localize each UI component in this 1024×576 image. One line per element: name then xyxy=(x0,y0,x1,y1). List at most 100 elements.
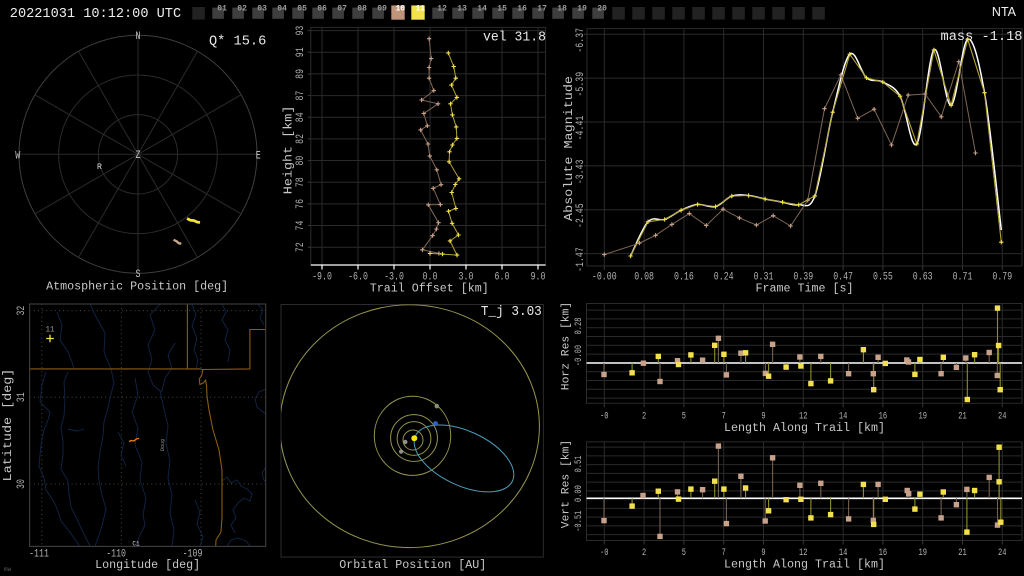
svg-text:01: 01 xyxy=(217,4,227,13)
svg-text:0.31: 0.31 xyxy=(754,271,774,283)
svg-text:Vert Res [km]: Vert Res [km] xyxy=(561,440,573,528)
svg-text:-111: -111 xyxy=(29,548,49,560)
svg-text:S: S xyxy=(136,269,141,281)
svg-text:5: 5 xyxy=(682,412,686,423)
svg-text:-0.51: -0.51 xyxy=(574,511,585,532)
svg-text:-0.00: -0.00 xyxy=(592,271,617,283)
svg-text:0.24: 0.24 xyxy=(714,271,734,283)
svg-text:11: 11 xyxy=(415,4,425,13)
svg-text:10: 10 xyxy=(395,4,405,13)
svg-text:07: 07 xyxy=(337,4,347,13)
svg-text:82: 82 xyxy=(295,134,307,144)
svg-text:-109: -109 xyxy=(183,548,203,560)
svg-text:14: 14 xyxy=(839,548,848,559)
svg-text:11: 11 xyxy=(46,325,55,335)
svg-text:74: 74 xyxy=(295,221,307,231)
svg-text:31: 31 xyxy=(16,392,28,402)
svg-text:Longitude [deg]: Longitude [deg] xyxy=(95,559,200,572)
svg-text:Height [km]: Height [km] xyxy=(283,106,296,195)
svg-text:-9.0: -9.0 xyxy=(312,271,332,283)
svg-text:Orbital Position [AU]: Orbital Position [AU] xyxy=(339,559,486,572)
svg-text:-0: -0 xyxy=(600,548,609,559)
svg-text:78: 78 xyxy=(295,177,307,187)
svg-text:19: 19 xyxy=(918,548,927,559)
svg-text:-1.47: -1.47 xyxy=(575,247,587,272)
svg-text:21: 21 xyxy=(958,548,967,559)
svg-text:3.0: 3.0 xyxy=(459,271,474,283)
svg-text:14: 14 xyxy=(477,4,487,13)
svg-text:C1: C1 xyxy=(132,541,140,548)
svg-text:-0.00: -0.00 xyxy=(574,345,585,366)
svg-text:N: N xyxy=(136,31,141,43)
svg-text:mw: mw xyxy=(4,566,12,573)
svg-text:0.47: 0.47 xyxy=(833,271,853,283)
svg-text:Q* 15.6: Q* 15.6 xyxy=(209,34,266,49)
svg-text:24: 24 xyxy=(998,412,1007,423)
svg-text:R: R xyxy=(97,162,102,172)
svg-text:20221031 10:12:00 UTC: 20221031 10:12:00 UTC xyxy=(10,7,181,22)
svg-text:15: 15 xyxy=(497,4,507,13)
svg-text:06: 06 xyxy=(317,4,327,13)
svg-text:19: 19 xyxy=(918,412,927,423)
svg-text:E: E xyxy=(256,150,261,162)
svg-text:0.39: 0.39 xyxy=(793,271,813,283)
svg-text:93: 93 xyxy=(295,26,307,36)
svg-text:0.00: 0.00 xyxy=(574,485,585,502)
svg-text:W: W xyxy=(15,150,20,162)
svg-text:20: 20 xyxy=(597,4,607,13)
svg-text:91: 91 xyxy=(295,47,307,57)
svg-text:80: 80 xyxy=(295,156,307,166)
svg-text:17: 17 xyxy=(537,4,547,13)
svg-text:16: 16 xyxy=(879,548,888,559)
svg-text:mass -1.18: mass -1.18 xyxy=(941,30,1023,45)
svg-text:9.0: 9.0 xyxy=(531,271,546,283)
svg-text:0.08: 0.08 xyxy=(634,271,654,283)
svg-text:12: 12 xyxy=(437,4,447,13)
svg-text:32: 32 xyxy=(16,306,28,316)
svg-text:0.16: 0.16 xyxy=(674,271,694,283)
svg-text:5: 5 xyxy=(682,548,686,559)
svg-text:16: 16 xyxy=(879,412,888,423)
svg-text:72: 72 xyxy=(295,242,307,252)
svg-text:vel 31.8: vel 31.8 xyxy=(483,31,546,46)
svg-text:0.63: 0.63 xyxy=(913,271,933,283)
svg-text:16: 16 xyxy=(517,4,527,13)
svg-text:84: 84 xyxy=(295,112,307,122)
svg-text:2: 2 xyxy=(642,548,646,559)
svg-text:18: 18 xyxy=(557,4,567,13)
svg-text:Frame Time [s]: Frame Time [s] xyxy=(756,283,854,296)
svg-text:02: 02 xyxy=(237,4,247,13)
svg-text:12: 12 xyxy=(799,548,808,559)
svg-text:09: 09 xyxy=(377,4,387,13)
svg-text:-3.43: -3.43 xyxy=(575,159,587,184)
svg-text:13: 13 xyxy=(457,4,467,13)
svg-text:-4.41: -4.41 xyxy=(575,116,587,141)
svg-text:-6.0: -6.0 xyxy=(348,271,368,283)
svg-text:0.79: 0.79 xyxy=(992,271,1012,283)
svg-text:21: 21 xyxy=(958,412,967,423)
svg-text:0.28: 0.28 xyxy=(574,318,585,335)
svg-text:-2.45: -2.45 xyxy=(575,203,587,228)
svg-text:Length Along Trail [km]: Length Along Trail [km] xyxy=(724,422,885,435)
svg-text:0.71: 0.71 xyxy=(953,271,973,283)
svg-text:Horz Res [km]: Horz Res [km] xyxy=(561,302,573,390)
svg-text:-5.39: -5.39 xyxy=(575,72,587,97)
svg-text:7: 7 xyxy=(722,548,726,559)
svg-text:-6.37: -6.37 xyxy=(575,28,587,53)
svg-text:9: 9 xyxy=(761,412,765,423)
svg-text:6.0: 6.0 xyxy=(495,271,510,283)
svg-text:T_j 3.03: T_j 3.03 xyxy=(481,305,542,320)
svg-text:76: 76 xyxy=(295,199,307,209)
svg-text:0.51: 0.51 xyxy=(574,456,585,473)
svg-text:24: 24 xyxy=(998,548,1007,559)
svg-text:Latitude [deg]: Latitude [deg] xyxy=(2,369,15,482)
svg-text:12: 12 xyxy=(799,412,808,423)
svg-text:9: 9 xyxy=(761,548,765,559)
svg-text:05: 05 xyxy=(297,4,307,13)
svg-text:03: 03 xyxy=(257,4,267,13)
svg-text:87: 87 xyxy=(295,91,307,101)
svg-text:Absolute Magnitude: Absolute Magnitude xyxy=(563,76,576,221)
svg-text:89: 89 xyxy=(295,69,307,79)
svg-text:Atmospheric Position [deg]: Atmospheric Position [deg] xyxy=(46,280,228,293)
svg-text:14: 14 xyxy=(839,412,848,423)
